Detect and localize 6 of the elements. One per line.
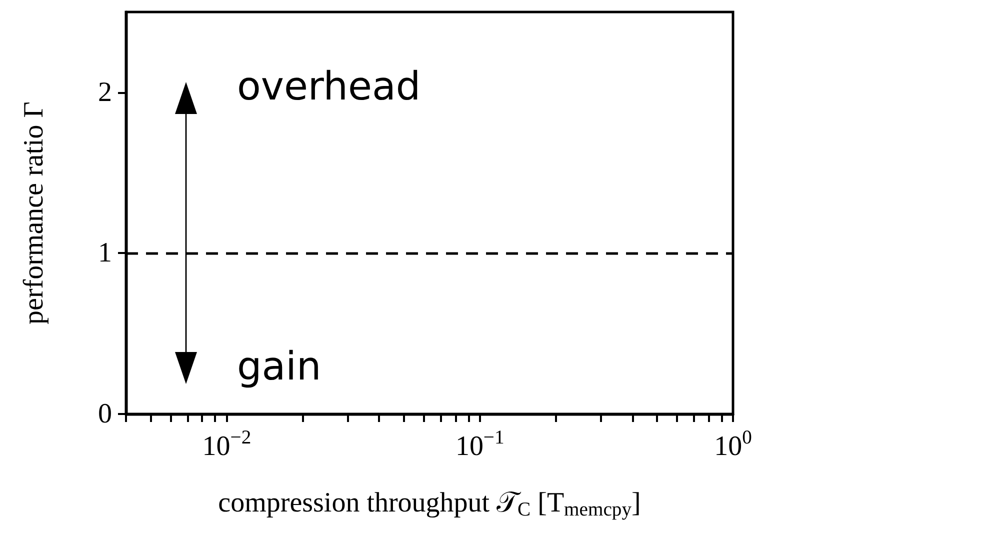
- annotation: gain: [237, 344, 322, 390]
- y-tick-label: 2: [98, 76, 112, 108]
- y-tick-label: 0: [98, 398, 112, 430]
- y-axis-title: performance ratio Γ: [18, 102, 50, 324]
- annotation: overhead: [237, 64, 421, 110]
- y-tick-label: 1: [98, 238, 112, 269]
